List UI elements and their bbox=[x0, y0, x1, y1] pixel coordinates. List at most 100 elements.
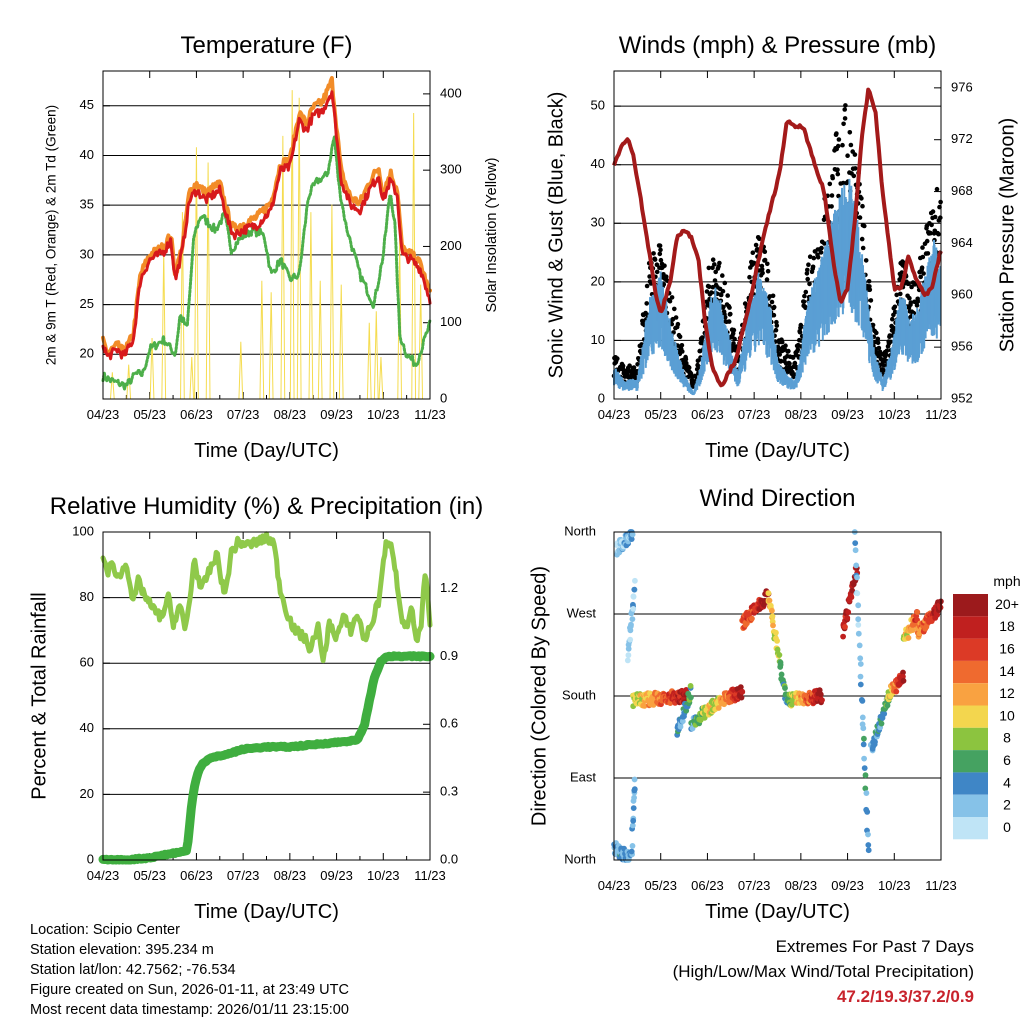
temp-ytick-label: 45 bbox=[80, 97, 94, 112]
gust-dot bbox=[829, 193, 835, 198]
dir-xtick-label: 06/23 bbox=[691, 878, 724, 893]
direction-dot bbox=[687, 683, 694, 689]
direction-dot bbox=[628, 848, 635, 855]
colorbar-swatch bbox=[953, 683, 988, 706]
direction-dot bbox=[862, 772, 869, 779]
gust-dot bbox=[721, 304, 726, 310]
direction-dot bbox=[630, 606, 637, 612]
wind-xtick-label: 11/23 bbox=[925, 407, 957, 422]
extremes-legend: (High/Low/Max Wind/Total Precipitation) bbox=[672, 962, 974, 981]
gust-dot bbox=[695, 358, 701, 364]
direction-dot bbox=[701, 714, 708, 721]
direction-dot bbox=[632, 577, 638, 584]
station-latlon: Station lat/lon: 42.7562; -76.534 bbox=[30, 962, 236, 978]
gust-dot bbox=[627, 363, 632, 369]
gust-dot bbox=[798, 322, 804, 328]
recent-timestamp: Most recent data timestamp: 2026/01/11 2… bbox=[30, 1002, 349, 1018]
gust-dot bbox=[658, 247, 663, 253]
gust-dot bbox=[679, 343, 685, 348]
direction-dot bbox=[628, 536, 635, 542]
solar-spike bbox=[126, 364, 132, 400]
colorbar-swatch bbox=[953, 660, 988, 684]
direction-dot bbox=[893, 688, 900, 695]
gust-dot bbox=[898, 291, 903, 297]
solar-spike bbox=[180, 212, 185, 400]
gust-dot bbox=[876, 345, 882, 351]
gust-dot bbox=[797, 329, 803, 335]
gust-dot bbox=[762, 249, 768, 254]
gust-dot bbox=[750, 250, 756, 255]
rh-xtick-label: 09/23 bbox=[320, 868, 353, 883]
gust-dot bbox=[848, 142, 854, 148]
gust-dot bbox=[932, 214, 938, 220]
wind-ytick-label: 50 bbox=[591, 98, 605, 113]
gust-dot bbox=[906, 281, 911, 287]
gust-dot bbox=[920, 245, 925, 250]
gust-dot bbox=[834, 131, 839, 136]
colorbar-swatch bbox=[953, 594, 988, 617]
gust-dot bbox=[651, 251, 656, 256]
gust-dot bbox=[722, 280, 728, 286]
gust-dot bbox=[773, 327, 779, 333]
gust-dot bbox=[765, 261, 770, 267]
direction-dot bbox=[849, 587, 855, 594]
gust-dot bbox=[915, 299, 921, 304]
pressure-line bbox=[612, 87, 943, 388]
direction-dot bbox=[844, 615, 851, 621]
direction-dot bbox=[782, 685, 788, 691]
wind-title: Winds (mph) & Pressure (mb) bbox=[619, 32, 936, 59]
gust-dot bbox=[764, 277, 770, 282]
colorbar-label: 14 bbox=[999, 663, 1015, 679]
gust-dot bbox=[934, 186, 940, 192]
direction-dot bbox=[630, 805, 637, 811]
extremes-box: Extremes For Past 7 Days (High/Low/Max W… bbox=[673, 934, 974, 1009]
solar-spike bbox=[194, 147, 199, 400]
temp-ytick-label: 40 bbox=[80, 147, 94, 162]
solar-spike bbox=[109, 372, 115, 400]
gust-dot bbox=[727, 305, 732, 310]
colorbar-label: 12 bbox=[999, 685, 1015, 701]
gust-dot bbox=[920, 254, 926, 260]
direction-dot bbox=[865, 847, 872, 854]
gust-dot bbox=[822, 241, 827, 246]
gust-dot bbox=[868, 298, 874, 303]
gust-dot bbox=[647, 274, 652, 279]
gust-dot bbox=[862, 223, 867, 229]
gust-dot bbox=[757, 236, 762, 242]
gust-dot bbox=[754, 247, 760, 252]
gust-dot bbox=[936, 231, 941, 237]
dir-ytick-label: North bbox=[564, 523, 596, 538]
solar-spike bbox=[338, 284, 344, 400]
direction-dot bbox=[778, 671, 785, 678]
colorbar-label: 20+ bbox=[995, 596, 1019, 612]
solar-spike bbox=[373, 311, 379, 400]
direction-dot bbox=[855, 616, 862, 623]
gust-dot bbox=[803, 289, 809, 295]
direction-dot bbox=[738, 694, 745, 701]
direction-dot bbox=[631, 794, 637, 801]
direction-dot bbox=[737, 684, 744, 690]
gust-dot bbox=[673, 315, 679, 320]
colorbar-label: 18 bbox=[999, 618, 1015, 634]
direction-dot bbox=[631, 776, 638, 783]
rh-xtick-label: 04/23 bbox=[87, 868, 120, 883]
gust-dot bbox=[677, 334, 683, 340]
direction-dot bbox=[859, 698, 866, 704]
solar-spike bbox=[411, 112, 417, 400]
solar-spike bbox=[149, 337, 155, 400]
gust-dot bbox=[918, 274, 923, 280]
gust-dot bbox=[892, 304, 898, 310]
gust-dot bbox=[722, 314, 728, 320]
wind-ytick-label: 30 bbox=[591, 215, 605, 230]
gust-dot bbox=[930, 209, 936, 214]
rh-y2tick-label: 0.9 bbox=[440, 648, 458, 663]
gust-dot bbox=[924, 238, 930, 244]
solar-spike bbox=[296, 97, 302, 400]
direction-dot bbox=[861, 765, 868, 771]
gust-dot bbox=[888, 339, 893, 345]
temp-xtick-label: 05/23 bbox=[133, 407, 166, 422]
rh-y2tick-label: 0.6 bbox=[440, 716, 458, 731]
direction-dot bbox=[765, 590, 772, 597]
colorbar-swatch bbox=[953, 794, 988, 817]
direction-dot bbox=[773, 629, 779, 636]
